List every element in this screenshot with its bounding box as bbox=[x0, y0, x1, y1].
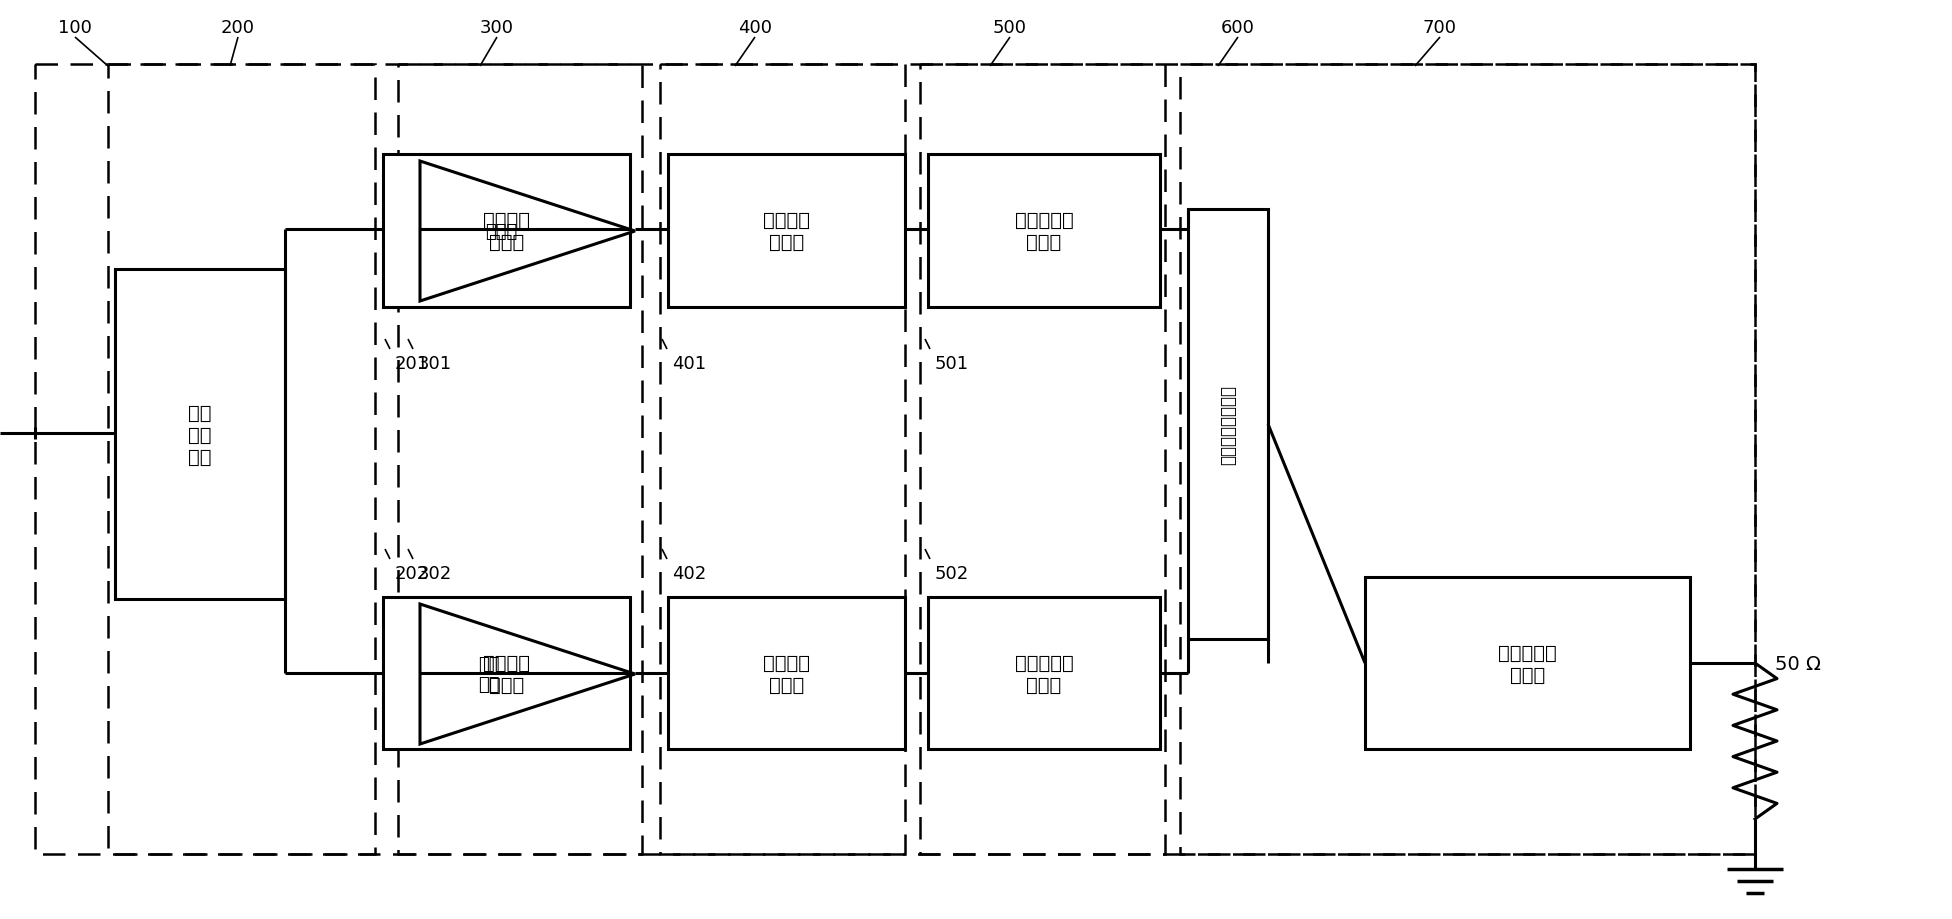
Bar bbox=[668, 597, 906, 749]
Text: 502: 502 bbox=[935, 564, 970, 583]
Text: 双频
带功
分器: 双频 带功 分器 bbox=[187, 403, 211, 466]
Bar bbox=[927, 597, 1159, 749]
Text: 402: 402 bbox=[671, 564, 707, 583]
Text: 400: 400 bbox=[738, 19, 771, 37]
Bar bbox=[383, 154, 630, 308]
Text: 200: 200 bbox=[221, 19, 256, 37]
Bar bbox=[1189, 210, 1269, 640]
Text: 双频带输
出匹配: 双频带输 出匹配 bbox=[763, 652, 810, 694]
Polygon shape bbox=[420, 605, 634, 744]
Text: 202: 202 bbox=[394, 564, 429, 583]
Polygon shape bbox=[420, 162, 634, 301]
Text: 201: 201 bbox=[394, 355, 429, 372]
Text: 300: 300 bbox=[480, 19, 513, 37]
Bar bbox=[35, 65, 1755, 854]
Text: 双频带功率合并器: 双频带功率合并器 bbox=[1218, 384, 1238, 464]
Text: 双频带相位
补偿线: 双频带相位 补偿线 bbox=[1015, 210, 1074, 252]
Bar bbox=[383, 597, 630, 749]
Text: 700: 700 bbox=[1423, 19, 1456, 37]
Bar bbox=[668, 154, 906, 308]
Bar bbox=[107, 65, 375, 854]
Text: 100: 100 bbox=[59, 19, 92, 37]
Text: 双频带输
入匹配: 双频带输 入匹配 bbox=[482, 210, 531, 252]
Bar bbox=[1364, 577, 1690, 749]
Text: 600: 600 bbox=[1222, 19, 1255, 37]
Text: 双频带输
出匹配: 双频带输 出匹配 bbox=[763, 210, 810, 252]
Bar bbox=[660, 65, 906, 854]
Bar bbox=[1181, 65, 1755, 854]
Text: 峰値
功放: 峰値 功放 bbox=[478, 655, 500, 694]
Text: 302: 302 bbox=[418, 564, 453, 583]
Bar bbox=[919, 65, 1165, 854]
Text: 双频带阻抗
变换器: 双频带阻抗 变换器 bbox=[1497, 642, 1558, 684]
Text: 50 Ω: 50 Ω bbox=[1774, 653, 1821, 673]
Text: 双频带输
入匹配: 双频带输 入匹配 bbox=[482, 652, 531, 694]
Text: 501: 501 bbox=[935, 355, 968, 372]
Text: 500: 500 bbox=[994, 19, 1027, 37]
Text: 双频带相位
补偿线: 双频带相位 补偿线 bbox=[1015, 652, 1074, 694]
Bar bbox=[115, 269, 285, 599]
Text: 主功放: 主功放 bbox=[486, 222, 517, 241]
Text: 401: 401 bbox=[671, 355, 707, 372]
Bar bbox=[398, 65, 642, 854]
Bar bbox=[927, 154, 1159, 308]
Text: 301: 301 bbox=[418, 355, 453, 372]
